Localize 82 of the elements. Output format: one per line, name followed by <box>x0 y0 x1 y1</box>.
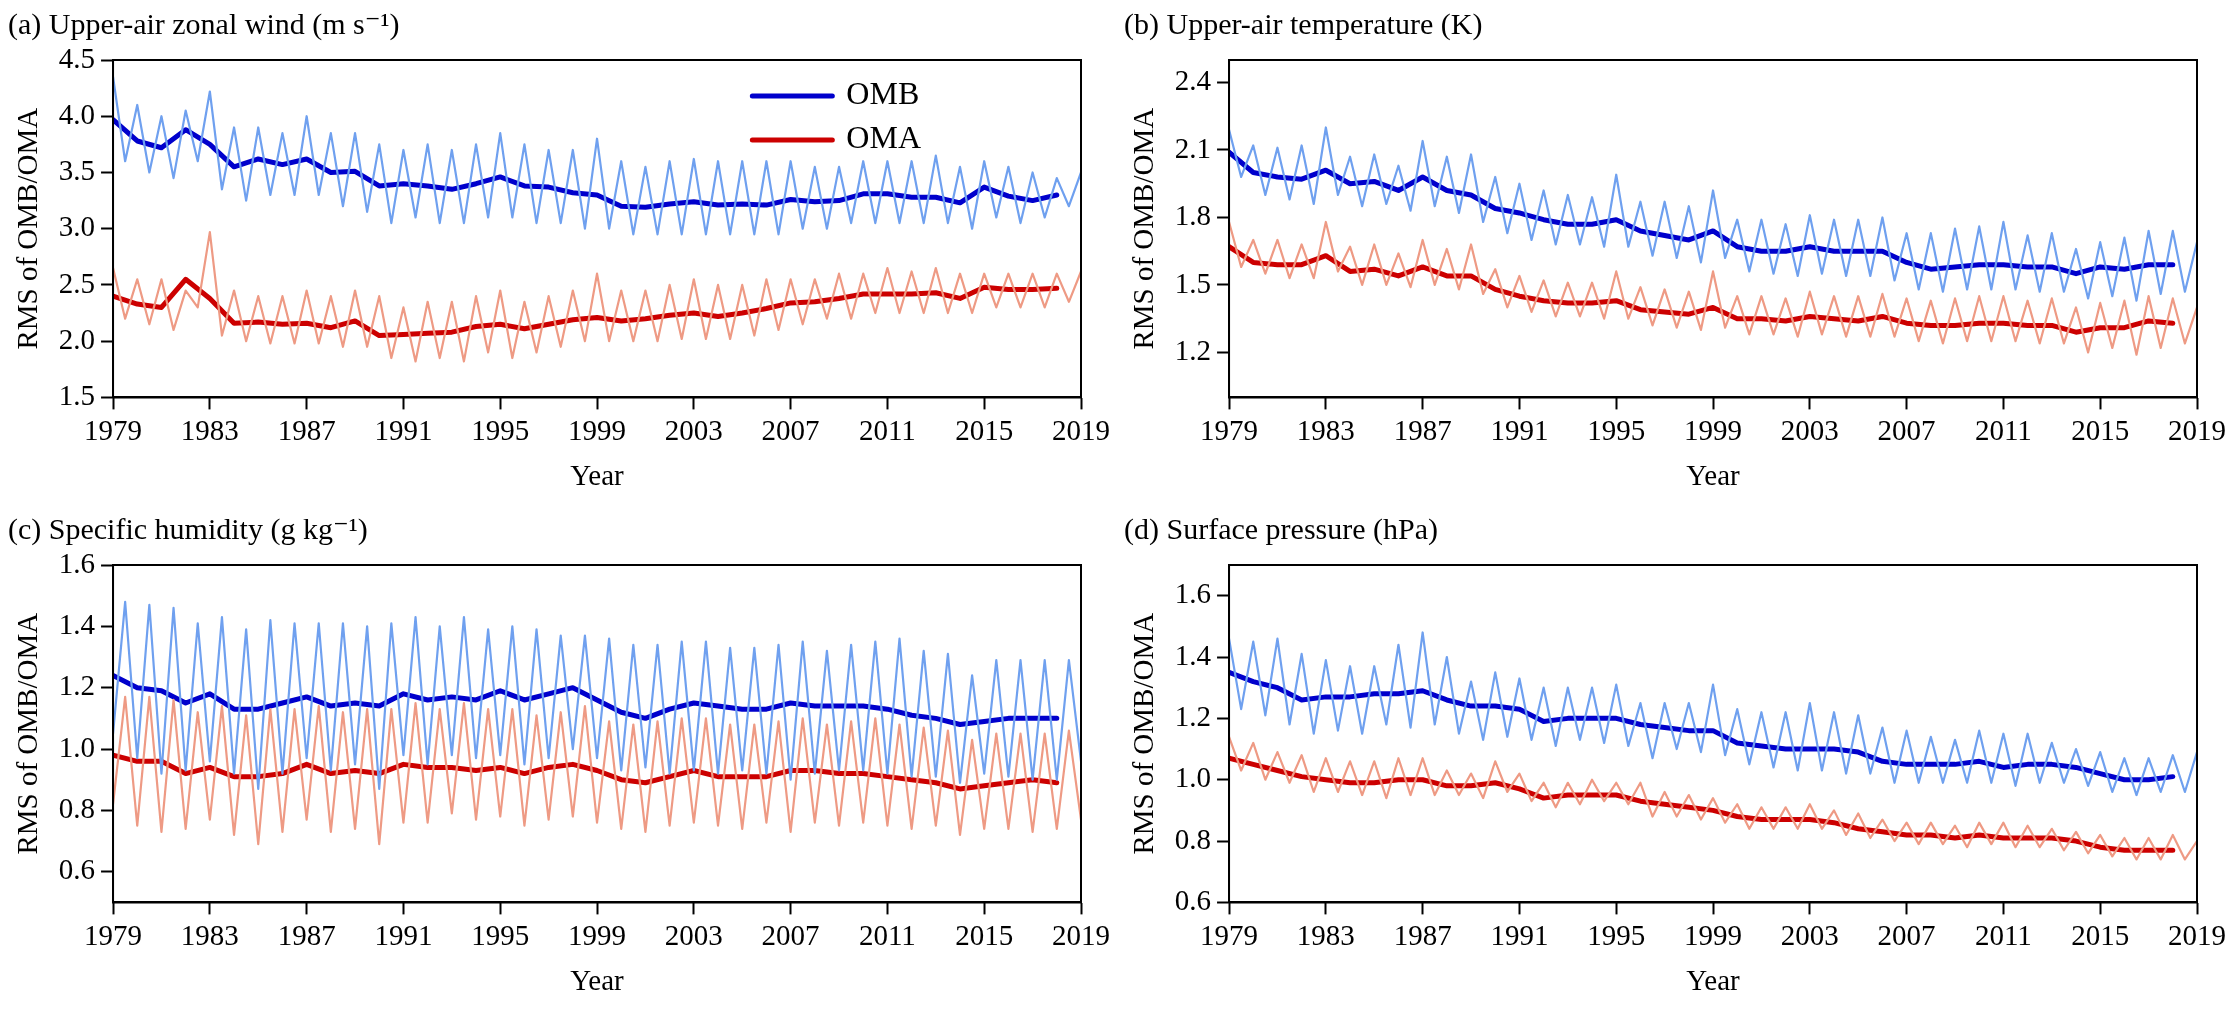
y-tick-label: 2.4 <box>1174 64 1212 97</box>
chart-title: (b) Upper-air temperature (K) <box>1124 6 1483 41</box>
x-tick-label: 1999 <box>568 919 627 952</box>
x-tick-label: 2003 <box>664 414 723 447</box>
x-tick-label: 1991 <box>1490 414 1549 447</box>
y-tick-label: 1.5 <box>58 379 96 412</box>
y-tick-label: 0.6 <box>1174 884 1212 917</box>
x-tick-label: 1979 <box>1200 919 1259 952</box>
x-tick-label: 1995 <box>1587 414 1646 447</box>
x-axis-title: Year <box>1686 964 1741 997</box>
x-tick-label: 2019 <box>2168 919 2226 952</box>
y-tick-label: 0.6 <box>58 853 96 886</box>
x-tick-label: 1991 <box>374 414 433 447</box>
x-axis-title: Year <box>570 964 625 997</box>
y-tick-label: 1.2 <box>58 669 96 702</box>
x-tick-label: 2007 <box>761 414 820 447</box>
x-tick-label: 2011 <box>858 414 916 447</box>
y-tick-label: 2.0 <box>58 322 96 355</box>
x-tick-label: 1995 <box>471 919 530 952</box>
y-tick-label: 1.8 <box>1174 199 1212 232</box>
x-tick-label: 2007 <box>761 919 820 952</box>
x-tick-label: 1999 <box>1684 414 1743 447</box>
y-tick-label: 4.0 <box>58 97 96 130</box>
y-tick-label: 3.5 <box>58 154 96 187</box>
y-tick-label: 1.2 <box>1174 699 1212 732</box>
x-tick-label: 1983 <box>1296 414 1355 447</box>
x-tick-label: 1983 <box>180 919 239 952</box>
x-tick-label: 2007 <box>1877 414 1936 447</box>
x-tick-label: 2011 <box>1974 414 2032 447</box>
y-tick-label: 3.0 <box>58 210 96 243</box>
x-tick-label: 2019 <box>1052 414 1110 447</box>
y-tick-label: 1.4 <box>1174 638 1212 671</box>
y-tick-label: 1.6 <box>1174 577 1212 610</box>
y-tick-label: 1.6 <box>58 546 96 579</box>
x-tick-label: 1991 <box>374 919 433 952</box>
x-tick-label: 1979 <box>1200 414 1259 447</box>
x-tick-label: 2003 <box>664 919 723 952</box>
x-tick-label: 2003 <box>1780 414 1839 447</box>
legend-label: OMB <box>846 75 920 112</box>
y-tick-label: 2.5 <box>58 266 96 299</box>
x-tick-label: 1999 <box>1684 919 1743 952</box>
y-tick-label: 1.2 <box>1174 334 1212 367</box>
x-tick-label: 1999 <box>568 414 627 447</box>
x-tick-label: 1987 <box>277 919 336 952</box>
x-tick-label: 2019 <box>1052 919 1110 952</box>
y-axis-title: RMS of OMB/OMA <box>11 612 44 855</box>
x-tick-label: 2011 <box>858 919 916 952</box>
y-tick-label: 4.5 <box>58 41 96 74</box>
x-tick-label: 2003 <box>1780 919 1839 952</box>
x-tick-label: 1979 <box>84 919 143 952</box>
y-tick-label: 1.0 <box>1174 761 1212 794</box>
x-tick-label: 2007 <box>1877 919 1936 952</box>
y-axis-title: RMS of OMB/OMA <box>11 107 44 350</box>
x-axis-title: Year <box>570 459 625 492</box>
y-tick-label: 2.1 <box>1174 131 1212 164</box>
x-tick-label: 1991 <box>1490 919 1549 952</box>
x-tick-label: 1987 <box>1393 919 1452 952</box>
y-axis-title: RMS of OMB/OMA <box>1127 612 1160 855</box>
x-tick-label: 1995 <box>1587 919 1646 952</box>
y-tick-label: 0.8 <box>1174 822 1212 855</box>
y-tick-label: 1.4 <box>58 607 96 640</box>
y-tick-label: 1.5 <box>1174 266 1212 299</box>
y-tick-label: 1.0 <box>58 730 96 763</box>
chart-title: (d) Surface pressure (hPa) <box>1124 511 1439 546</box>
x-tick-label: 1979 <box>84 414 143 447</box>
x-tick-label: 1983 <box>180 414 239 447</box>
y-tick-label: 0.8 <box>58 791 96 824</box>
x-tick-label: 1987 <box>277 414 336 447</box>
x-tick-label: 2015 <box>2071 414 2130 447</box>
x-tick-label: 2019 <box>2168 414 2226 447</box>
y-axis-title: RMS of OMB/OMA <box>1127 107 1160 350</box>
x-tick-label: 2015 <box>2071 919 2130 952</box>
chart-title: (a) Upper-air zonal wind (m s⁻¹) <box>8 6 400 41</box>
x-tick-label: 1983 <box>1296 919 1355 952</box>
x-tick-label: 1995 <box>471 414 530 447</box>
legend-label: OMA <box>846 119 921 156</box>
x-tick-label: 2015 <box>955 919 1014 952</box>
chart-title: (c) Specific humidity (g kg⁻¹) <box>8 511 368 546</box>
x-tick-label: 2015 <box>955 414 1014 447</box>
x-axis-title: Year <box>1686 459 1741 492</box>
x-tick-label: 1987 <box>1393 414 1452 447</box>
x-tick-label: 2011 <box>1974 919 2032 952</box>
